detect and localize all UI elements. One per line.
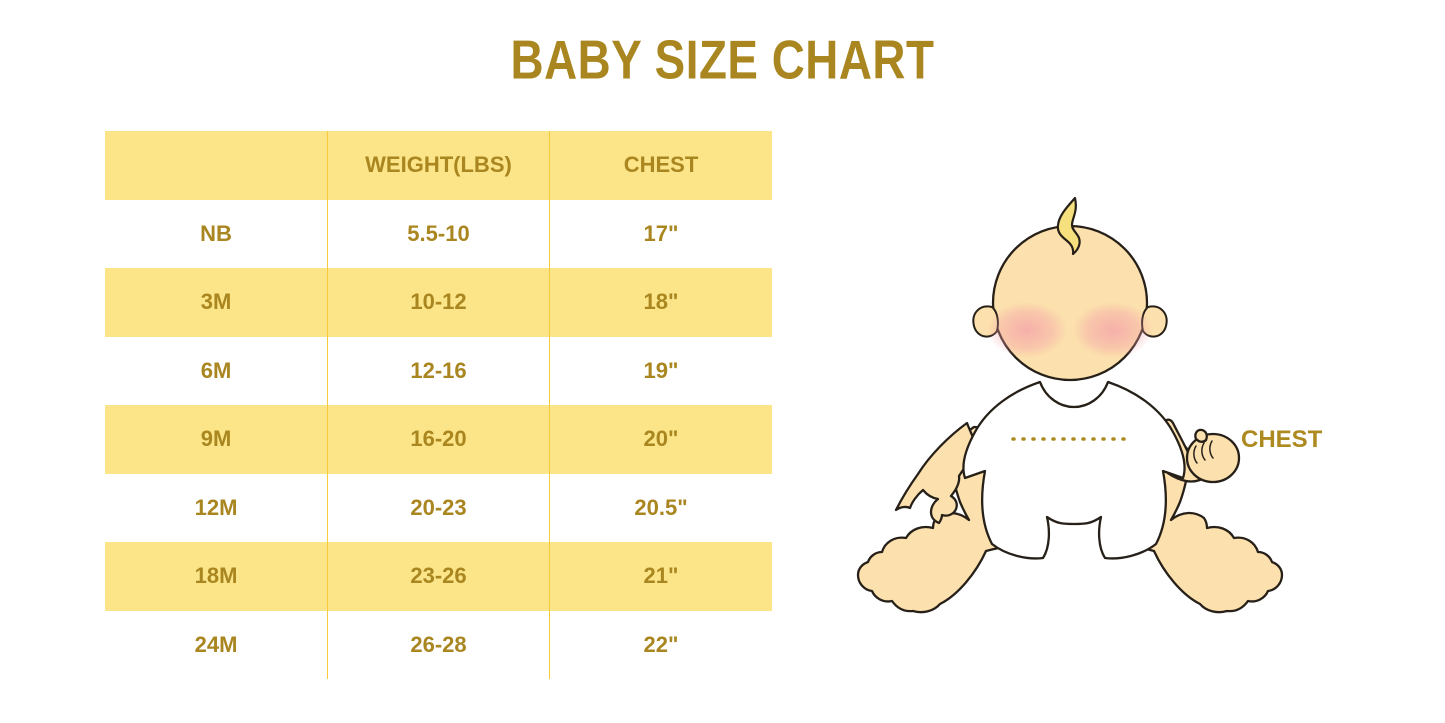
svg-text:CHEST: CHEST [1241, 426, 1323, 453]
